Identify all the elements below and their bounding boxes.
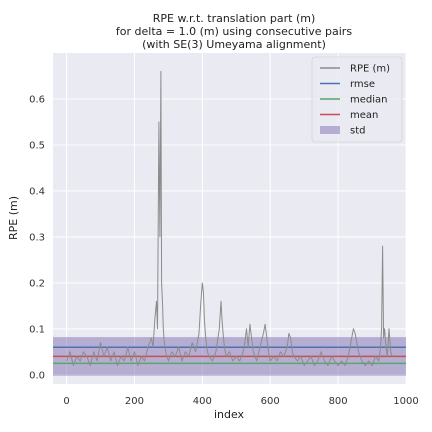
y-tick-label: 0.0 [29, 370, 45, 381]
y-tick-label: 0.3 [29, 232, 45, 243]
y-axis-label: RPE (m) [7, 196, 20, 240]
legend-box [311, 56, 403, 143]
y-axis-ticks: 0.0 0.1 0.2 0.3 0.4 0.5 0.6 [29, 94, 45, 381]
legend-label-mean: mean [350, 110, 378, 121]
x-tick-label: 600 [261, 396, 280, 407]
x-tick-label: 800 [329, 396, 348, 407]
x-tick-label: 0 [63, 396, 69, 407]
legend: RPE (m) rmse median mean std [311, 56, 403, 143]
rpe-series-line [66, 70, 393, 367]
x-axis-label: index [214, 408, 245, 421]
chart-title: RPE w.r.t. translation part (m) for delt… [116, 12, 352, 51]
y-tick-label: 0.2 [29, 278, 45, 289]
legend-label-rmse: rmse [350, 79, 375, 90]
y-tick-label: 0.6 [29, 94, 45, 105]
y-tick-label: 0.1 [29, 324, 45, 335]
legend-swatch-std [320, 126, 340, 134]
x-tick-label: 200 [125, 396, 144, 407]
chart-title-line-1: RPE w.r.t. translation part (m) [153, 12, 316, 25]
x-tick-label: 1000 [393, 396, 418, 407]
series [66, 70, 393, 367]
y-tick-label: 0.5 [29, 140, 45, 151]
y-tick-label: 0.4 [29, 186, 45, 197]
legend-label-rpe: RPE (m) [350, 64, 390, 75]
chart-title-line-2: for delta = 1.0 (m) using consecutive pa… [116, 25, 352, 38]
x-axis-ticks: 0 200 400 600 800 1000 [63, 396, 418, 407]
chart-title-line-3: (with SE(3) Umeyama alignment) [142, 38, 326, 51]
x-tick-label: 400 [193, 396, 212, 407]
legend-label-median: median [350, 95, 388, 106]
grid [53, 53, 407, 384]
statistics [53, 337, 406, 376]
legend-label-std: std [350, 126, 365, 137]
